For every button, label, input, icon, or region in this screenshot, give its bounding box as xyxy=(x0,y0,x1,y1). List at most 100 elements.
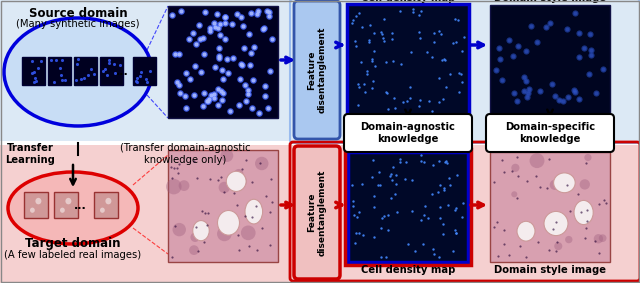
Point xyxy=(243,92,253,96)
Point xyxy=(213,87,223,91)
Point xyxy=(586,53,596,58)
Point xyxy=(438,97,448,101)
Point xyxy=(534,89,545,93)
Point xyxy=(253,9,263,13)
Point xyxy=(582,219,593,224)
Point xyxy=(435,32,445,36)
Point xyxy=(236,62,246,67)
Point xyxy=(205,92,216,97)
Point xyxy=(406,50,416,55)
Point xyxy=(563,94,573,99)
Point xyxy=(456,72,466,76)
Point xyxy=(215,33,225,37)
Circle shape xyxy=(241,226,255,240)
Point xyxy=(214,45,224,50)
Point xyxy=(195,23,205,27)
Point xyxy=(212,102,223,107)
Point xyxy=(445,72,455,77)
Text: Target domain: Target domain xyxy=(25,237,121,250)
Ellipse shape xyxy=(60,208,65,213)
Point xyxy=(584,71,595,76)
Point xyxy=(494,46,504,51)
Point xyxy=(181,71,191,76)
Bar xyxy=(490,5,610,115)
Point xyxy=(29,80,40,84)
Point xyxy=(136,70,146,74)
Point xyxy=(492,68,502,72)
Point xyxy=(229,191,239,196)
Point xyxy=(189,158,199,163)
Point xyxy=(551,219,561,224)
Point xyxy=(218,76,228,81)
Text: Domain style image: Domain style image xyxy=(494,0,606,3)
Circle shape xyxy=(179,180,189,191)
Point xyxy=(348,198,358,203)
Point xyxy=(209,96,220,100)
Point xyxy=(584,32,595,36)
Point xyxy=(598,67,608,72)
Point xyxy=(414,12,424,17)
Point xyxy=(406,208,417,213)
Point xyxy=(395,8,405,13)
Point xyxy=(181,71,191,76)
Point xyxy=(198,52,209,57)
Point xyxy=(395,157,405,161)
Point xyxy=(199,91,209,95)
Point xyxy=(580,236,590,241)
Point xyxy=(250,204,260,208)
Point xyxy=(434,100,444,105)
Point xyxy=(515,244,525,248)
Point xyxy=(220,15,230,20)
Point xyxy=(243,88,253,93)
Bar xyxy=(100,57,123,85)
Circle shape xyxy=(594,234,603,243)
Point xyxy=(252,248,262,253)
Point xyxy=(426,108,436,113)
Point xyxy=(451,231,461,236)
Point xyxy=(259,25,269,30)
Text: (Transfer domain-agnostic
knowledge only): (Transfer domain-agnostic knowledge only… xyxy=(120,143,250,165)
Point xyxy=(180,94,191,99)
Circle shape xyxy=(234,169,243,178)
Point xyxy=(213,25,223,30)
Point xyxy=(232,11,242,16)
Point xyxy=(364,40,374,44)
Point xyxy=(172,80,182,85)
Point xyxy=(266,177,276,181)
Point xyxy=(72,61,82,66)
Text: Domain-specific
knowledge: Domain-specific knowledge xyxy=(505,122,595,144)
Point xyxy=(586,53,596,58)
Point xyxy=(403,242,413,247)
Point xyxy=(243,32,253,36)
Point xyxy=(448,249,458,253)
Point xyxy=(574,97,584,102)
Point xyxy=(356,60,366,64)
Point xyxy=(252,11,262,16)
Ellipse shape xyxy=(227,171,246,191)
Point xyxy=(417,218,427,222)
Point xyxy=(495,57,505,61)
Point xyxy=(548,227,558,232)
Point xyxy=(519,89,529,93)
Point xyxy=(216,98,227,102)
Point xyxy=(376,29,386,34)
Point xyxy=(581,226,591,231)
Point xyxy=(218,91,228,95)
Point xyxy=(235,76,245,81)
Point xyxy=(257,27,268,31)
Point xyxy=(202,223,212,227)
Point xyxy=(350,39,360,43)
Point xyxy=(458,201,468,206)
Point xyxy=(184,37,194,41)
Point xyxy=(209,20,220,25)
Point xyxy=(445,182,455,187)
Point xyxy=(374,170,384,175)
Point xyxy=(369,205,380,209)
Point xyxy=(198,52,209,57)
Point xyxy=(351,44,361,48)
Point xyxy=(522,95,532,99)
Point xyxy=(369,31,379,35)
Point xyxy=(434,158,444,163)
Point xyxy=(27,70,37,75)
Point xyxy=(247,180,257,185)
